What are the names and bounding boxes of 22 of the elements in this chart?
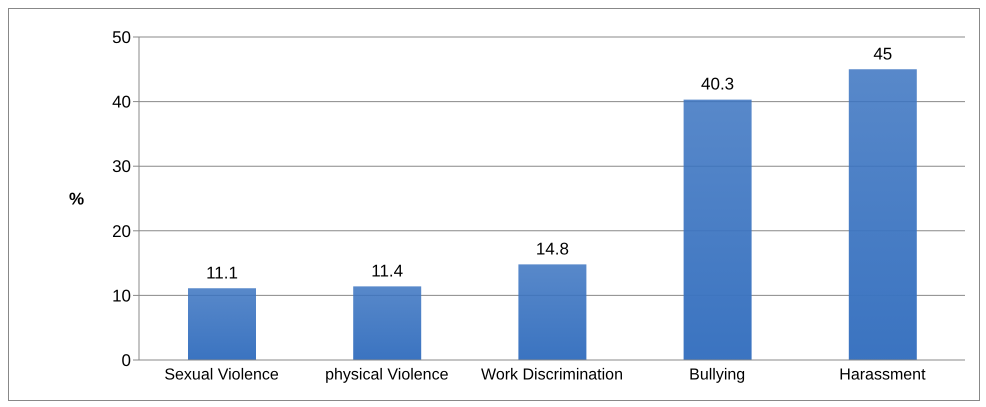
x-tick-label: Harassment [839,366,926,384]
data-label: 40.3 [701,74,734,94]
y-tick-label: 40 [112,92,131,112]
y-axis-title: % [69,190,84,209]
bar [188,288,256,360]
x-tick-label: Sexual Violence [164,366,279,384]
y-tick-label: 0 [122,351,131,370]
bar [848,69,917,360]
bar [684,100,752,360]
data-label: 11.4 [371,261,404,280]
x-tick-label: physical Violence [325,366,449,384]
data-label: 11.1 [206,263,238,282]
x-tick-label: Work Discrimination [481,366,623,384]
data-label: 45 [873,44,892,64]
y-tick-label: 10 [112,286,131,306]
x-tick-label: Bullying [689,366,746,384]
data-label: 14.8 [536,239,569,258]
bar [518,264,586,360]
bar [353,286,422,360]
y-tick-label: 50 [112,28,131,48]
y-tick-label: 30 [112,157,131,176]
y-tick-label: 20 [112,222,131,241]
